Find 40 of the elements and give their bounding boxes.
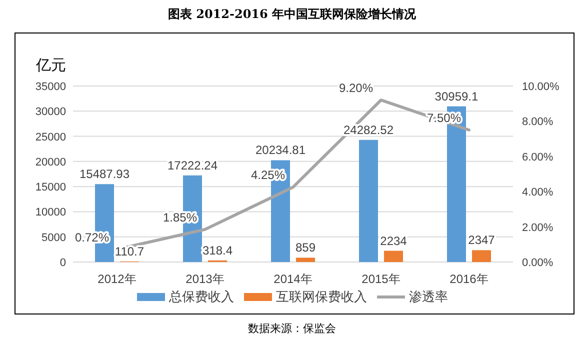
- y-tick-label: 15000: [35, 182, 66, 194]
- y2-tick-label: 4.00%: [522, 186, 554, 199]
- bar: [384, 250, 403, 262]
- legend-label: 渗透率: [409, 289, 448, 304]
- bar: [472, 250, 491, 262]
- x-tick-label: 2014年: [274, 272, 312, 286]
- y-tick-label: 20000: [35, 156, 66, 168]
- x-tick-label: 2016年: [450, 272, 488, 286]
- data-label: 2234: [380, 234, 408, 248]
- x-tick-label: 2015年: [362, 272, 400, 286]
- data-label: 15487.93: [79, 167, 130, 182]
- y2-tick-label: 0.00%: [522, 257, 554, 269]
- bar: [296, 258, 315, 262]
- chart-title: 图表 2012-2016 年中国互联网保险增长情况: [168, 7, 418, 21]
- x-tick-label: 2013年: [186, 272, 224, 286]
- y-tick-label: 10000: [35, 206, 66, 219]
- legend-label: 总保费收入: [168, 289, 234, 304]
- y-tick-label: 5000: [42, 232, 66, 244]
- x-tick-label: 2012年: [98, 272, 136, 286]
- data-label: 110.7: [114, 244, 144, 258]
- y2-tick-label: 6.00%: [522, 151, 554, 164]
- y2-tick-label: 10.00%: [522, 81, 560, 93]
- data-label: 859: [295, 240, 316, 255]
- legend-label: 互联网保费收入: [276, 289, 367, 304]
- y-tick-label: 30000: [35, 106, 66, 118]
- data-label: 30959.1: [434, 89, 479, 104]
- y-tick-label: 35000: [35, 81, 66, 93]
- data-label: 20234.81: [255, 143, 306, 158]
- data-label: 9.20%: [338, 81, 374, 96]
- y2-tick-label: 2.00%: [522, 222, 554, 234]
- data-label: 2347: [468, 233, 496, 248]
- y-axis-title: 亿元: [35, 57, 66, 74]
- y-tick-label: 0: [60, 257, 66, 269]
- data-label: 318.4: [202, 243, 233, 258]
- bar: [359, 140, 378, 262]
- source-note: 数据来源：保监会: [248, 322, 336, 335]
- y2-tick-label: 8.00%: [522, 116, 554, 128]
- data-label: 24282.52: [343, 122, 394, 137]
- y-tick-label: 25000: [35, 131, 66, 144]
- data-label: 17222.24: [167, 158, 218, 172]
